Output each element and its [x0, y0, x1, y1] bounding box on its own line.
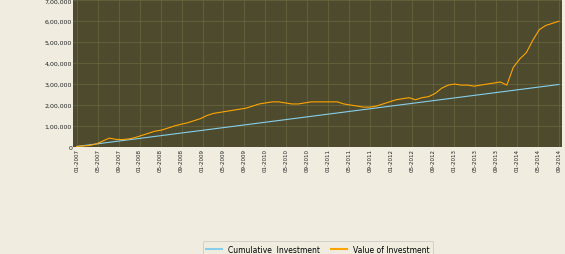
Legend: Cumulative  Investment, Value of Investment: Cumulative Investment, Value of Investme…: [203, 241, 433, 254]
